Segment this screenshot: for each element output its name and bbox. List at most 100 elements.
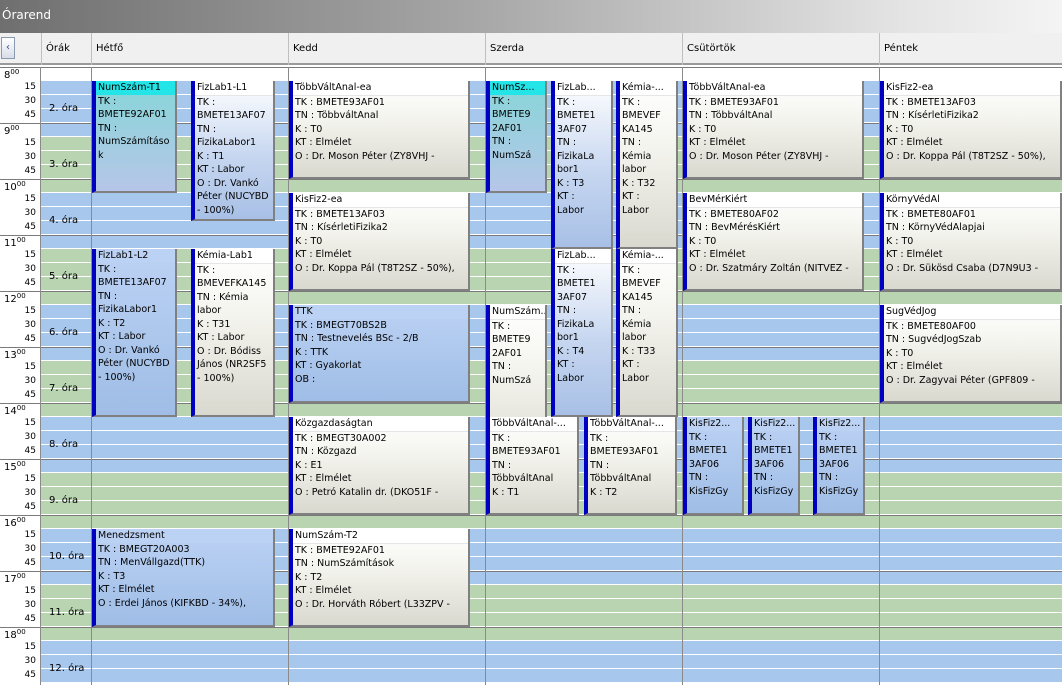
window-title-bar: Órarend bbox=[0, 0, 1062, 33]
hour-minutes: 00 bbox=[10, 124, 20, 132]
event-box[interactable]: KisFiz2-ea TK : BMETE13AF03 TN : Kísérlet… bbox=[880, 81, 1062, 179]
slot-stripe bbox=[41, 641, 1062, 655]
event-box[interactable]: TöbbVáltAnal-ea TK : BMETE93AF01 TN : Töb… bbox=[683, 81, 864, 179]
minute-label: 15 bbox=[24, 250, 36, 260]
scroll-left-icon[interactable]: ‹ bbox=[1, 37, 15, 59]
minute-label: 15 bbox=[24, 418, 36, 428]
event-details: TK : BMEVEF KA145 TN : Kémia labor K : T… bbox=[622, 264, 661, 384]
event-box[interactable]: Kémia-... TK : BMEVEF KA145 TN : Kémia la… bbox=[616, 249, 678, 417]
hour-minutes: 00 bbox=[16, 180, 26, 188]
period-label: 8. óra bbox=[49, 439, 79, 450]
event-box[interactable]: FizLab1-L2 TK : BMETE13AF07 TN : FizikaLa… bbox=[92, 249, 177, 417]
event-box[interactable]: Menedzsment TK : BMEGT20A003 TN : MenVáll… bbox=[92, 529, 275, 627]
event-box[interactable]: FizLab... TK : BMETE1 3AF07 TN : FizikaLa… bbox=[551, 249, 613, 417]
hour-line bbox=[0, 67, 1062, 68]
minute-label: 15 bbox=[24, 642, 36, 652]
period-label: 2. óra bbox=[49, 103, 79, 114]
minute-label: 30 bbox=[24, 544, 36, 554]
event-box[interactable]: KisFiz2... TK : BMETE1 3AF06 TN : KisFizG… bbox=[683, 417, 744, 515]
minute-label: 15 bbox=[24, 194, 36, 204]
event-title: NumSzám-T1 bbox=[96, 81, 175, 95]
event-box[interactable]: TöbbVáltAnal-ea TK : BMETE93AF01 TN : Töb… bbox=[289, 81, 470, 179]
event-box[interactable]: Kémia-... TK : BMEVEF KA145 TN : Kémia la… bbox=[616, 81, 678, 249]
event-box[interactable]: Kémia-Lab1 TK : BMEVEFKA145 TN : Kémia la… bbox=[191, 249, 275, 417]
period-label: 10. óra bbox=[49, 551, 85, 562]
event-box[interactable]: KisFiz2... TK : BMETE1 3AF06 TN : KisFizG… bbox=[813, 417, 865, 515]
header-day-thursday[interactable]: Csütörtök bbox=[682, 33, 879, 65]
hour-value: 11 bbox=[4, 238, 17, 249]
minute-label: 30 bbox=[24, 264, 36, 274]
minute-label: 30 bbox=[24, 96, 36, 106]
event-title: NumSzám-T2 bbox=[293, 529, 468, 544]
hour-line bbox=[0, 235, 1062, 236]
timetable-header: ‹ Órák Hétfő Kedd Szerda Csütörtök Pénte… bbox=[0, 33, 1062, 65]
event-box[interactable]: FizLab... TK : BMETE1 3AF07 TN : FizikaLa… bbox=[551, 81, 613, 249]
event-details: TK : BMETE93AF01 TN : TöbbváltAnal K : T… bbox=[492, 432, 561, 498]
event-box[interactable]: NumSz... TK : BMETE9 2AF01 TN : NumSzá bbox=[486, 81, 547, 193]
minute-label: 45 bbox=[24, 390, 36, 400]
event-title: TöbbVáltAnal-... bbox=[588, 417, 675, 432]
event-title: Kémia-... bbox=[620, 249, 676, 264]
hour-line bbox=[0, 515, 1062, 516]
minute-label: 15 bbox=[24, 138, 36, 148]
event-title: FizLab... bbox=[555, 249, 611, 264]
minute-label: 45 bbox=[24, 558, 36, 568]
event-box[interactable]: NumSzám-T2 TK : BMETE92AF01 TN : NumSzámí… bbox=[289, 529, 470, 627]
event-title: Közgazdaságtan bbox=[293, 417, 468, 432]
event-box[interactable]: KisFiz2... TK : BMETE1 3AF06 TN : KisFizG… bbox=[748, 417, 800, 515]
minute-label: 15 bbox=[24, 586, 36, 596]
event-box[interactable]: KisFiz2-ea TK : BMETE13AF03 TN : Kísérlet… bbox=[289, 193, 470, 291]
hour-line bbox=[0, 571, 1062, 572]
event-details: TK : BMEGT20A003 TN : MenVállgazd(TTK) K… bbox=[98, 543, 246, 609]
event-title: FizLab1-L2 bbox=[96, 249, 175, 263]
minute-label: 45 bbox=[24, 278, 36, 288]
minute-label: 30 bbox=[24, 152, 36, 162]
column-line bbox=[879, 67, 880, 685]
header-day-wednesday[interactable]: Szerda bbox=[485, 33, 682, 65]
hour-minutes: 00 bbox=[16, 236, 26, 244]
minute-label: 30 bbox=[24, 488, 36, 498]
event-details: TK : BMETE80AF01 TN : KörnyVédAlapjai K … bbox=[886, 208, 1039, 274]
hour-label: 1800 bbox=[4, 628, 26, 641]
event-title: TTK bbox=[293, 305, 468, 319]
event-box[interactable]: TTK TK : BMEGT70BS2B TN : Testnevelés BSc… bbox=[289, 305, 470, 403]
hour-value: 9 bbox=[4, 126, 11, 137]
minute-label: 45 bbox=[24, 502, 36, 512]
period-label: 12. óra bbox=[49, 663, 85, 674]
minute-label: 45 bbox=[24, 670, 36, 680]
hour-minutes: 00 bbox=[16, 572, 26, 580]
hour-value: 13 bbox=[4, 350, 17, 361]
period-label: 6. óra bbox=[49, 327, 79, 338]
column-line bbox=[682, 67, 683, 685]
event-title: BevMérKiért bbox=[687, 193, 862, 208]
minute-label: 30 bbox=[24, 376, 36, 386]
hour-value: 18 bbox=[4, 630, 17, 641]
header-day-monday[interactable]: Hétfő bbox=[91, 33, 288, 65]
column-line bbox=[485, 67, 486, 685]
header-day-friday[interactable]: Péntek bbox=[879, 33, 1062, 65]
column-line bbox=[40, 67, 41, 685]
hour-minutes: 00 bbox=[16, 348, 26, 356]
hour-value: 17 bbox=[4, 574, 17, 585]
hour-label: 1400 bbox=[4, 404, 26, 417]
event-details: TK : BMETE1 3AF06 TN : KisFizGy bbox=[819, 431, 859, 497]
minute-label: 15 bbox=[24, 306, 36, 316]
event-box[interactable]: KörnyVédAl TK : BMETE80AF01 TN : KörnyVéd… bbox=[880, 193, 1062, 291]
event-box[interactable]: SugVédJog TK : BMETE80AF00 TN : SugvédJog… bbox=[880, 305, 1062, 403]
event-title: NumSz... bbox=[490, 81, 545, 95]
period-label: 9. óra bbox=[49, 495, 79, 506]
event-details: TK : BMETE93AF01 TN : TöbbváltAnal K : T… bbox=[295, 96, 435, 162]
event-box[interactable]: BevMérKiért TK : BMETE80AF02 TN : BevMéré… bbox=[683, 193, 864, 291]
header-hours-column: Órák bbox=[41, 33, 91, 65]
hour-value: 16 bbox=[4, 518, 17, 529]
hour-line bbox=[0, 291, 1062, 292]
event-title: SugVédJog bbox=[884, 305, 1060, 320]
event-details: TK : BMETE93AF01 TN : TöbbváltAnal K : T… bbox=[590, 432, 659, 498]
event-box[interactable]: FizLab1-L1 TK : BMETE13AF07 TN : FizikaLa… bbox=[191, 81, 275, 221]
event-box[interactable]: NumSzám-T1 TK : BMETE92AF01 TN : NumSzámí… bbox=[92, 81, 177, 193]
event-title: FizLab1-L1 bbox=[195, 81, 273, 96]
header-day-tuesday[interactable]: Kedd bbox=[288, 33, 485, 65]
event-box[interactable]: Közgazdaságtan TK : BMEGT30A002 TN : Közg… bbox=[289, 417, 470, 515]
event-box[interactable]: TöbbVáltAnal-... TK : BMETE93AF01 TN : Tö… bbox=[486, 417, 579, 515]
event-box[interactable]: TöbbVáltAnal-... TK : BMETE93AF01 TN : Tö… bbox=[584, 417, 677, 515]
